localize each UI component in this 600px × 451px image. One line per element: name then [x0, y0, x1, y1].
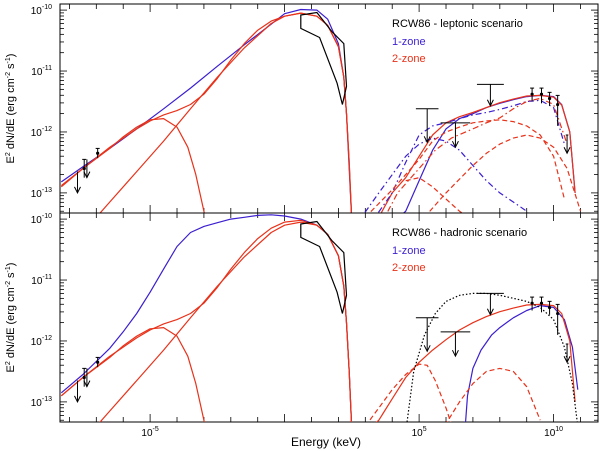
x-tick-label: 1010 — [544, 426, 563, 439]
y-axis-label: E2 dN/dE (erg cm-2 s-1) — [5, 263, 17, 373]
upper-limit — [415, 317, 439, 353]
series-line — [386, 97, 568, 213]
xray-bowtie — [300, 220, 348, 314]
series-line — [99, 12, 353, 213]
y-axis-label: E2 dN/dE (erg cm-2 s-1) — [5, 54, 17, 164]
y-tick-label: 10-13 — [31, 187, 52, 200]
y-tick-label: 10-13 — [31, 396, 52, 409]
plot-area — [60, 214, 579, 422]
y-tick-label: 10-11 — [31, 274, 52, 287]
series-line — [60, 118, 205, 213]
y-ticks — [60, 4, 598, 213]
legend-entry: 1-zone — [392, 245, 426, 257]
data-point — [96, 151, 100, 155]
y-tick-label: 10-12 — [31, 126, 52, 139]
chart-title: RCW86 - leptonic scenario — [392, 18, 523, 30]
data-point — [539, 301, 544, 305]
x-axis-label: Energy (keV) — [291, 435, 361, 449]
data-point — [82, 166, 86, 171]
series-line — [367, 363, 452, 422]
data-point — [530, 301, 534, 305]
y-tick-label: 10-11 — [31, 65, 52, 78]
upper-limit — [74, 171, 81, 195]
series-line — [406, 292, 578, 422]
data-point — [539, 92, 544, 96]
plot-frame — [59, 212, 599, 423]
plot-area — [60, 8, 582, 213]
shared-x-axis: Energy (keV) 10-5 105 1010 — [141, 426, 563, 449]
legend-entry: 2-zone — [392, 262, 426, 274]
hadronic-panel: 10-10 10-11 10-12 10-13 E2 dN/dE (erg cm-2 s… — [5, 212, 599, 423]
series-line — [60, 327, 205, 422]
series-line — [446, 367, 541, 422]
series-line — [377, 99, 565, 213]
upper-limit — [440, 331, 471, 358]
series-line — [60, 8, 576, 213]
series-line — [60, 219, 576, 422]
series-line — [99, 221, 353, 422]
chart-title: RCW86 - hadronic scenario — [392, 227, 527, 239]
upper-limit — [476, 83, 504, 107]
upper-limit — [440, 122, 471, 149]
x-tick-label: 105 — [412, 426, 427, 439]
legend-entry: 1-zone — [392, 36, 426, 48]
data-point — [82, 375, 86, 380]
xray-bowtie — [300, 11, 348, 105]
series-line — [427, 134, 582, 213]
series-line — [405, 177, 464, 213]
data-point — [556, 311, 560, 316]
y-ticks — [60, 213, 598, 422]
data-point — [96, 360, 100, 364]
upper-limit — [74, 380, 81, 404]
data-point — [547, 96, 552, 101]
series-line — [368, 119, 565, 213]
y-tick-label: 10-10 — [31, 4, 52, 17]
legend-entry: 2-zone — [392, 53, 426, 65]
upper-limit — [83, 159, 91, 179]
upper-limit — [563, 343, 571, 364]
leptonic-panel: 10-10 10-11 10-12 10-13 E2 dN/dE (erg cm-2 s… — [5, 3, 599, 214]
data-point — [547, 305, 552, 310]
upper-limit — [476, 292, 504, 316]
y-tick-label: 10-12 — [31, 335, 52, 348]
y-tick-label: 10-10 — [31, 213, 52, 226]
series-line — [363, 137, 529, 213]
data-point — [556, 102, 560, 107]
upper-limit — [415, 108, 439, 144]
series-line — [60, 214, 353, 422]
x-tick-label: 10-5 — [141, 426, 158, 439]
upper-limit — [83, 368, 91, 388]
data-point — [530, 92, 534, 96]
series-line — [464, 305, 579, 422]
upper-limit — [563, 134, 571, 155]
plot-frame — [59, 3, 599, 214]
